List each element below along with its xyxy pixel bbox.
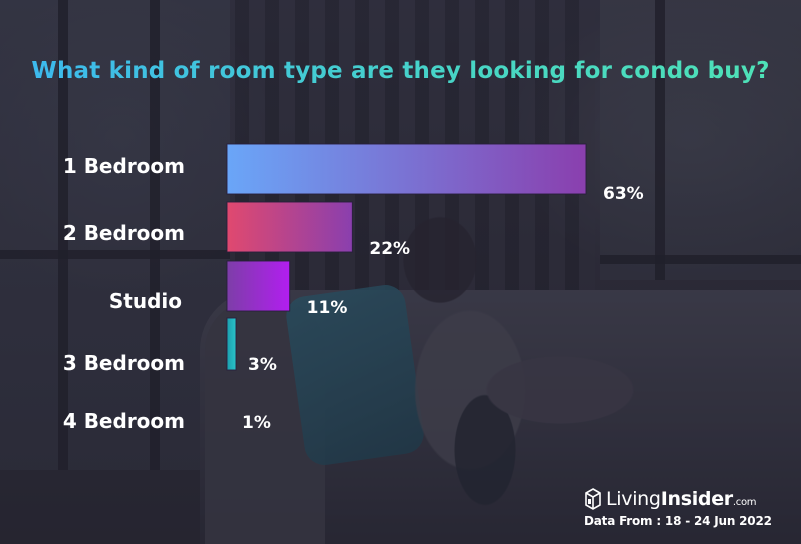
bar-3-bedroom [226, 317, 237, 371]
value-label-2-bedroom: 22% [369, 239, 410, 259]
value-label-1-bedroom: 63% [603, 184, 644, 204]
category-labels: 1 Bedroom 2 Bedroom Studio 3 Bedroom 4 Bedro… [63, 154, 185, 433]
category-label-3-bedroom: 3 Bedroom [63, 351, 185, 375]
bar-group [226, 143, 587, 371]
brand-name-light: Living [606, 488, 661, 510]
brand-name-bold: Insider [660, 488, 733, 510]
bar-2-bedroom [226, 201, 353, 253]
data-source-text: Data From : 18 - 24 Jun 2022 [584, 514, 772, 528]
bar-1-bedroom [226, 143, 587, 195]
cube-house-icon [585, 488, 601, 510]
category-label-2-bedroom: 2 Bedroom [63, 221, 185, 245]
value-label-3-bedroom: 3% [248, 355, 277, 375]
brand-domain: .com [732, 497, 757, 508]
category-label-studio: Studio [109, 289, 182, 313]
category-label-1-bedroom: 1 Bedroom [63, 154, 185, 178]
value-label-studio: 11% [307, 298, 348, 318]
category-label-4-bedroom: 4 Bedroom [63, 409, 185, 433]
value-labels: 63% 22% 11% 3% 1% [242, 184, 644, 433]
bar-studio [226, 260, 291, 312]
brand-name: LivingInsider.com [606, 488, 757, 510]
brand-logo: LivingInsider.com [585, 486, 757, 512]
value-label-4-bedroom: 1% [242, 413, 271, 433]
chart-title: What kind of room type are they looking … [0, 58, 801, 84]
